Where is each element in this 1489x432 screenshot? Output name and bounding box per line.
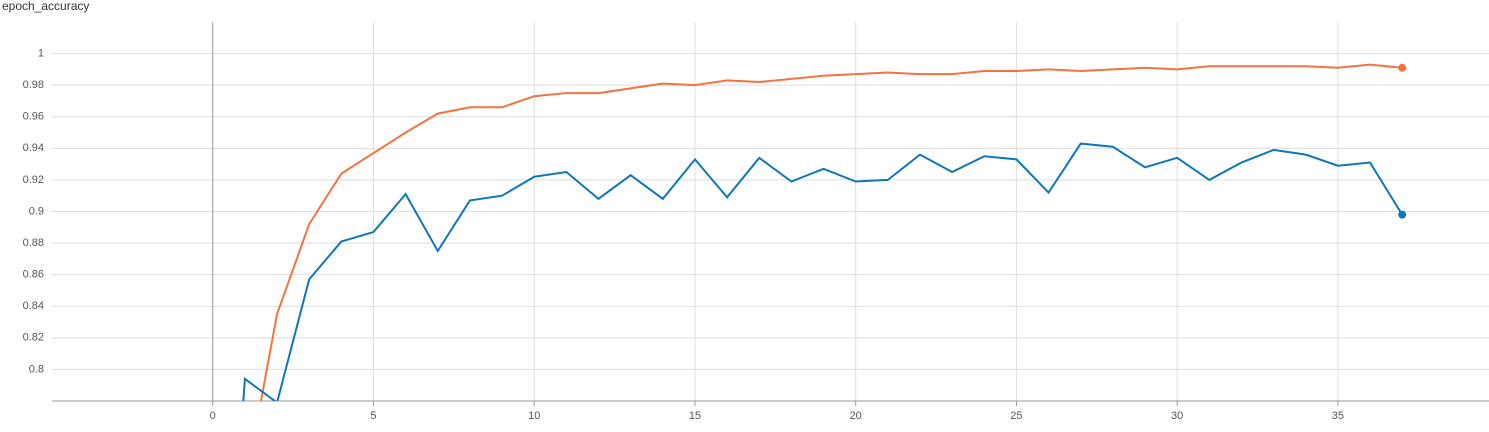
y-tick-label: 0.88	[23, 237, 44, 249]
y-tick-label: 0.98	[23, 79, 44, 91]
y-tick-label: 0.94	[23, 142, 44, 154]
end-point	[1398, 63, 1407, 72]
x-tick-label: 35	[1332, 410, 1344, 422]
x-tick-label: 5	[370, 410, 376, 422]
x-tick-label: 0	[210, 410, 216, 422]
series-line	[259, 63, 1403, 401]
y-tick-label: 0.96	[23, 111, 44, 123]
y-tick-label: 0.92	[23, 174, 44, 186]
x-tick-label: 25	[1010, 410, 1022, 422]
y-tick-label: 0.9	[29, 205, 44, 217]
end-point	[1398, 210, 1407, 219]
y-tick-label: 0.8	[29, 363, 44, 375]
chart-title: epoch_accuracy	[2, 0, 89, 13]
y-tick-label: 1	[38, 47, 44, 59]
y-tick-label: 0.86	[23, 269, 44, 281]
y-tick-label: 0.82	[23, 332, 44, 344]
plot-area	[242, 63, 1407, 401]
y-tick-label: 0.84	[23, 300, 44, 312]
x-tick-label: 15	[689, 410, 701, 422]
x-tick-label: 10	[528, 410, 540, 422]
x-tick-label: 30	[1171, 410, 1183, 422]
series-line	[242, 142, 1404, 401]
x-tick-label: 20	[850, 410, 862, 422]
